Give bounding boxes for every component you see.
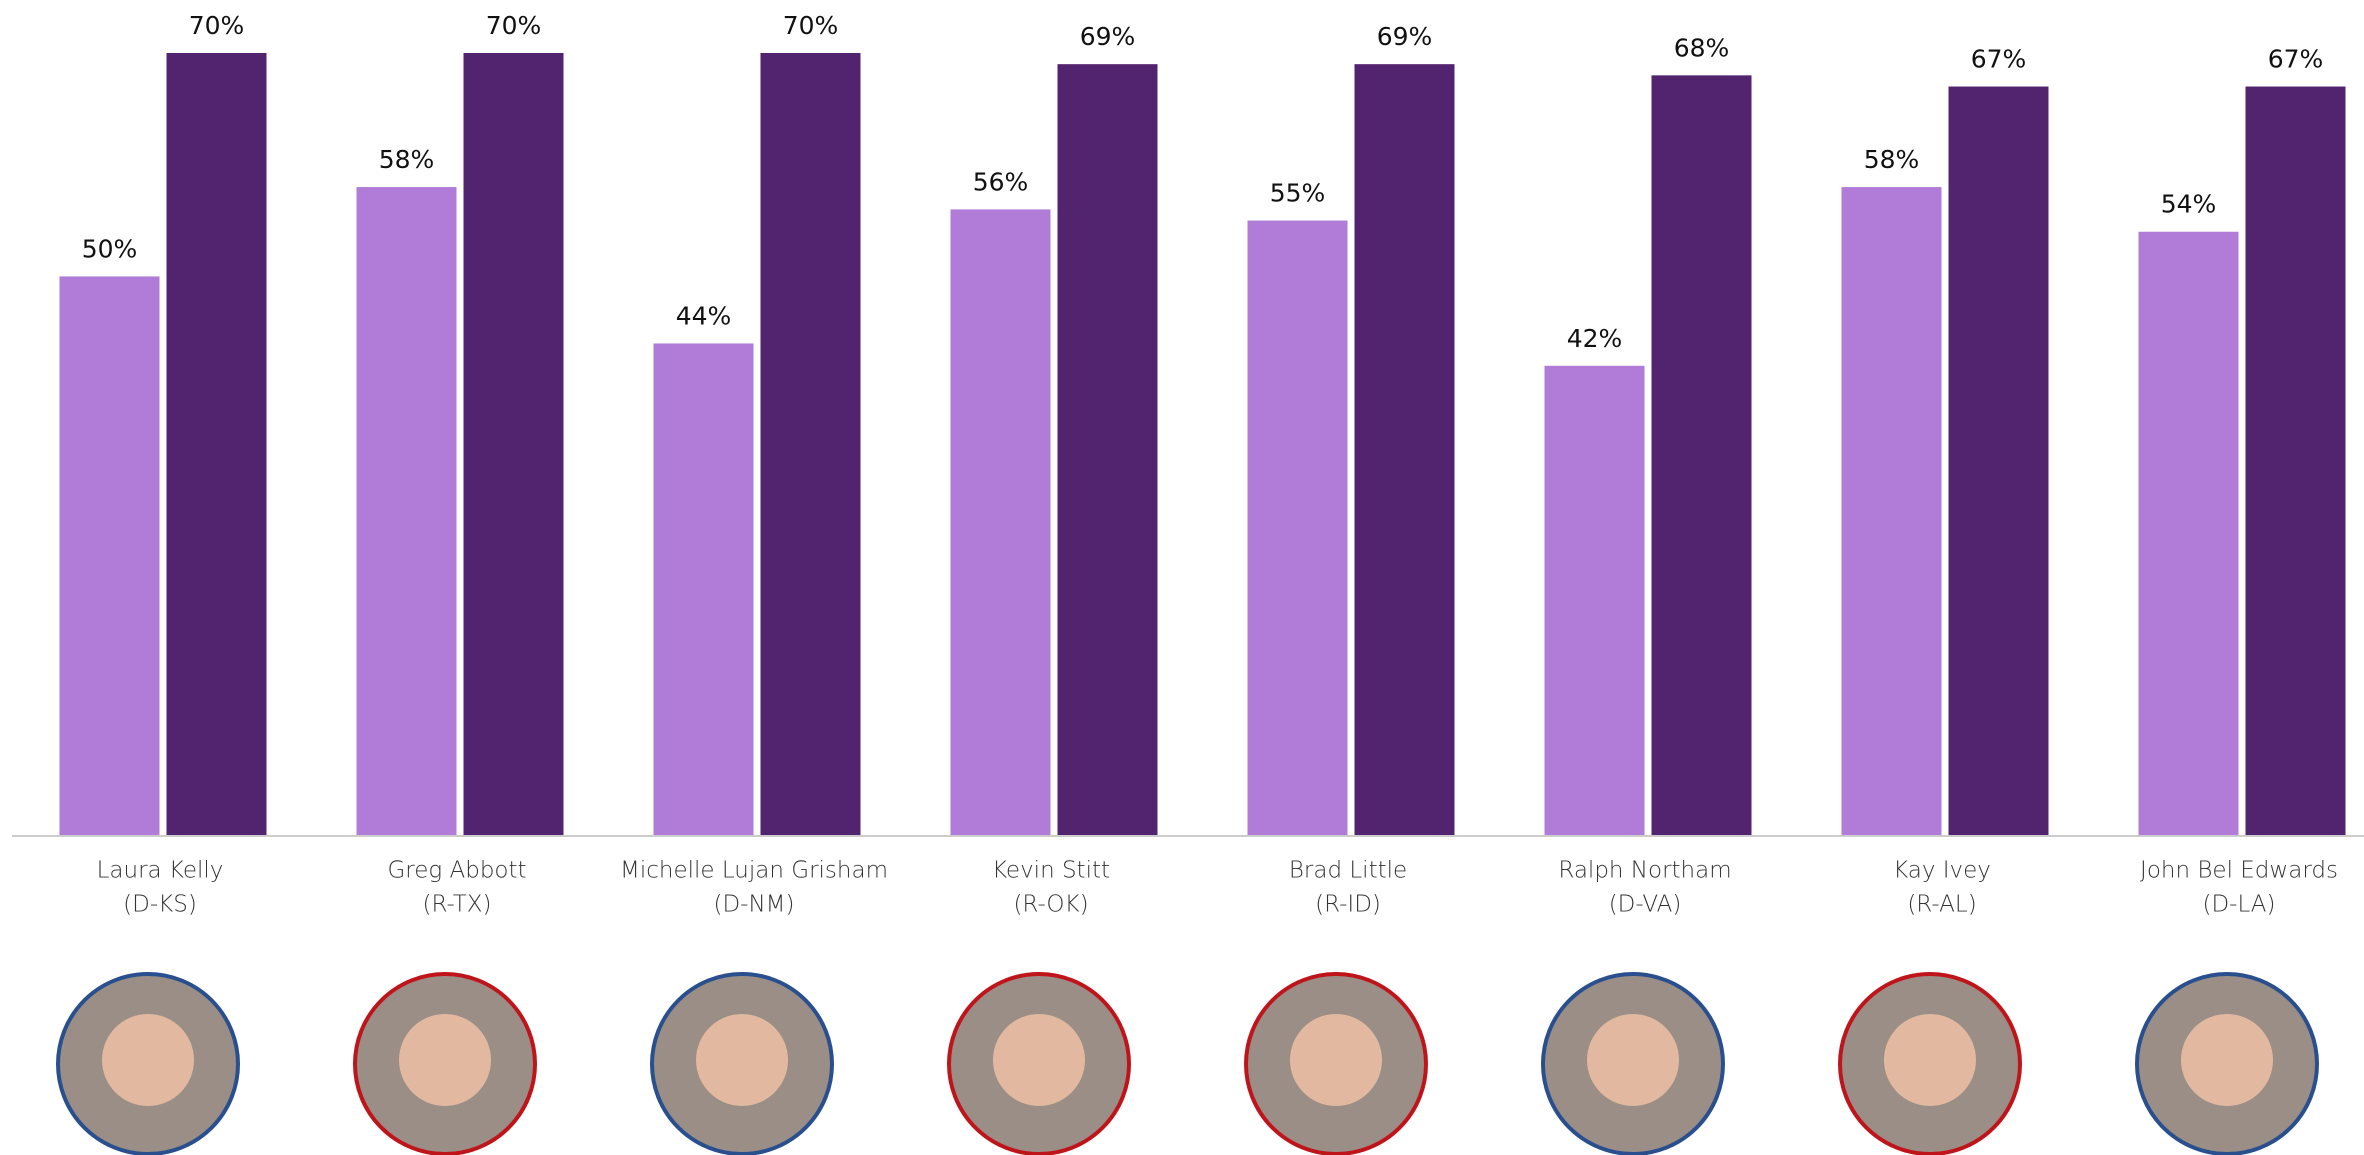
bar xyxy=(357,187,457,835)
bar xyxy=(2139,232,2239,835)
x-tick-sublabel: (R-AL) xyxy=(1907,892,1976,918)
value-label: 54% xyxy=(2161,190,2217,219)
value-label: 70% xyxy=(189,11,245,40)
value-label: 67% xyxy=(2268,45,2324,74)
bar xyxy=(2246,87,2346,835)
x-tick-sublabel: (D-VA) xyxy=(1609,892,1682,918)
value-label: 55% xyxy=(1270,179,1326,208)
x-tick-label: Greg Abbott xyxy=(387,858,526,884)
value-label: 50% xyxy=(82,234,138,263)
bar xyxy=(951,209,1051,835)
bar xyxy=(1842,187,1942,835)
x-tick-sublabel: (D-LA) xyxy=(2202,892,2275,918)
page: 50% 70% Laura Kelly (D-KS) 58% 70% Greg Abbott… xyxy=(0,0,2364,1155)
x-tick-sublabel: (R-TX) xyxy=(423,892,492,918)
bar xyxy=(1355,64,1455,835)
bar xyxy=(1248,221,1348,835)
portrait-face xyxy=(1587,1014,1679,1106)
x-tick-sublabel: (R-ID) xyxy=(1315,892,1381,918)
x-tick-sublabel: (R-OK) xyxy=(1013,892,1088,918)
chart: 50% 70% Laura Kelly (D-KS) 58% 70% Greg Abbott… xyxy=(0,0,2364,1155)
x-tick-label: John Bel Edwards xyxy=(2140,858,2338,884)
bar xyxy=(60,276,160,835)
value-label: 67% xyxy=(1971,45,2027,74)
portrait-face xyxy=(993,1014,1085,1106)
value-label: 69% xyxy=(1377,22,1433,51)
value-label: 69% xyxy=(1080,22,1136,51)
portrait-face xyxy=(102,1014,194,1106)
x-tick-label: Ralph Northam xyxy=(1558,858,1731,884)
bar xyxy=(1949,87,2049,835)
value-label: 58% xyxy=(1864,145,1920,174)
value-label: 70% xyxy=(783,11,839,40)
portrait-face xyxy=(399,1014,491,1106)
x-tick-label: Kevin Stitt xyxy=(992,858,1110,884)
x-tick-sublabel: (D-NM) xyxy=(713,892,794,918)
x-tick-label: Brad Little xyxy=(1289,858,1407,884)
x-tick-label: Laura Kelly xyxy=(97,858,224,884)
value-label: 68% xyxy=(1674,33,1730,62)
value-label: 70% xyxy=(486,11,542,40)
bar xyxy=(761,53,861,835)
x-tick-sublabel: (D-KS) xyxy=(123,892,197,918)
bar xyxy=(1545,366,1645,835)
value-label: 44% xyxy=(676,301,732,330)
bar xyxy=(464,53,564,835)
portrait-face xyxy=(1884,1014,1976,1106)
x-tick-label: Michelle Lujan Grisham xyxy=(620,858,888,884)
bar xyxy=(1058,64,1158,835)
bar xyxy=(167,53,267,835)
value-label: 58% xyxy=(379,145,435,174)
bar xyxy=(1652,75,1752,835)
value-label: 42% xyxy=(1567,324,1623,353)
portrait-face xyxy=(696,1014,788,1106)
value-label: 56% xyxy=(973,167,1029,196)
bar xyxy=(654,343,754,835)
x-tick-label: Kay Ivey xyxy=(1893,858,1991,884)
portrait-face xyxy=(1290,1014,1382,1106)
portrait-face xyxy=(2181,1014,2273,1106)
